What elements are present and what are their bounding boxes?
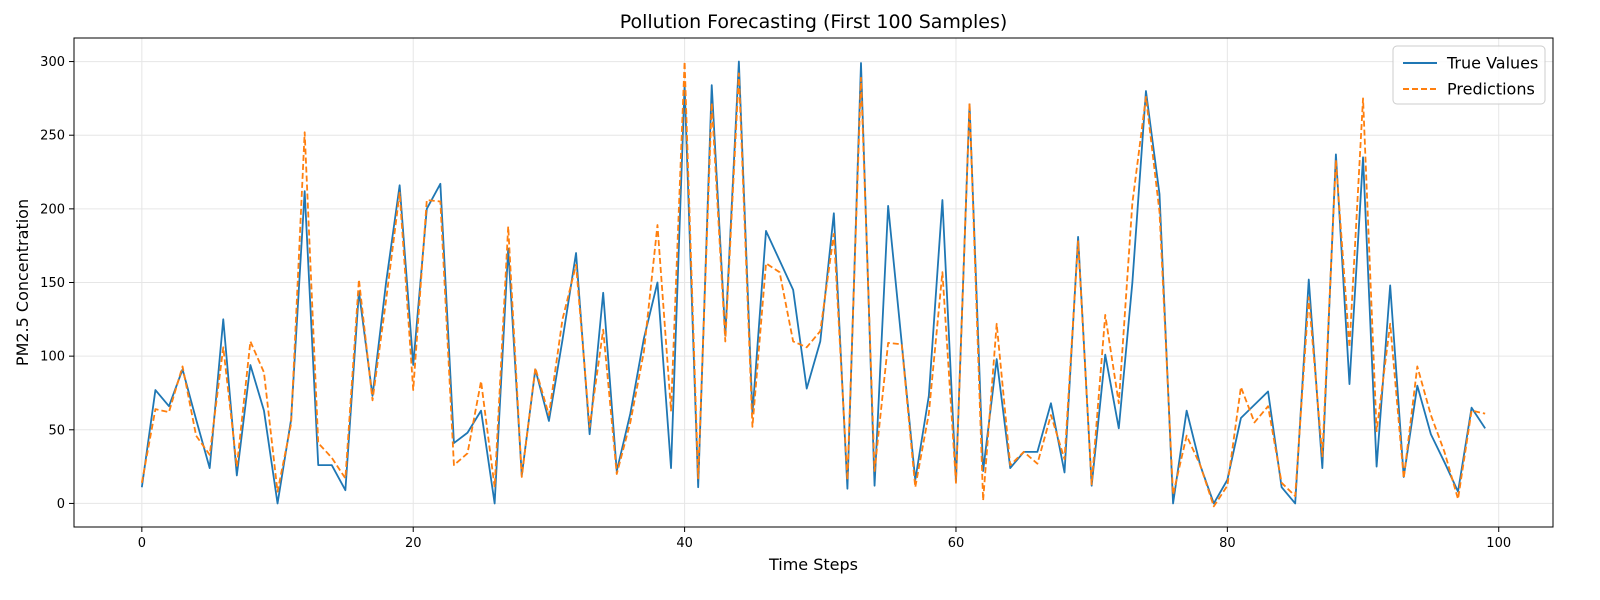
legend-label-predictions: Predictions: [1447, 80, 1535, 99]
x-tick-label: 80: [1219, 536, 1236, 551]
chart-title: Pollution Forecasting (First 100 Samples…: [620, 11, 1008, 33]
series-lines: [140, 60, 1486, 508]
y-axis-title: PM2.5 Concentration: [13, 199, 32, 366]
y-tick-label: 200: [40, 202, 65, 217]
x-tick-label: 60: [948, 536, 965, 551]
x-tick-label: 20: [405, 536, 422, 551]
y-tick-label: 150: [40, 276, 65, 291]
legend-label-true-values: True Values: [1446, 54, 1538, 73]
x-axis-title: Time Steps: [768, 555, 858, 574]
y-tick-label: 0: [57, 497, 65, 512]
grid: [74, 38, 1553, 527]
x-tick-label: 0: [138, 536, 146, 551]
legend: True Values Predictions: [1392, 45, 1546, 105]
series-line-predictions: [140, 60, 1486, 508]
x-tick-label: 40: [676, 536, 693, 551]
y-tick-label: 100: [40, 350, 65, 365]
y-tick-label: 50: [48, 423, 65, 438]
y-tick-label: 250: [40, 129, 65, 144]
y-tick-label: 300: [40, 55, 65, 70]
y-axis-ticks: 0 50 100 150 200 250 300: [40, 55, 74, 512]
x-tick-label: 100: [1486, 536, 1511, 551]
x-axis-ticks: 0 20 40 60 80 100: [138, 527, 1511, 551]
